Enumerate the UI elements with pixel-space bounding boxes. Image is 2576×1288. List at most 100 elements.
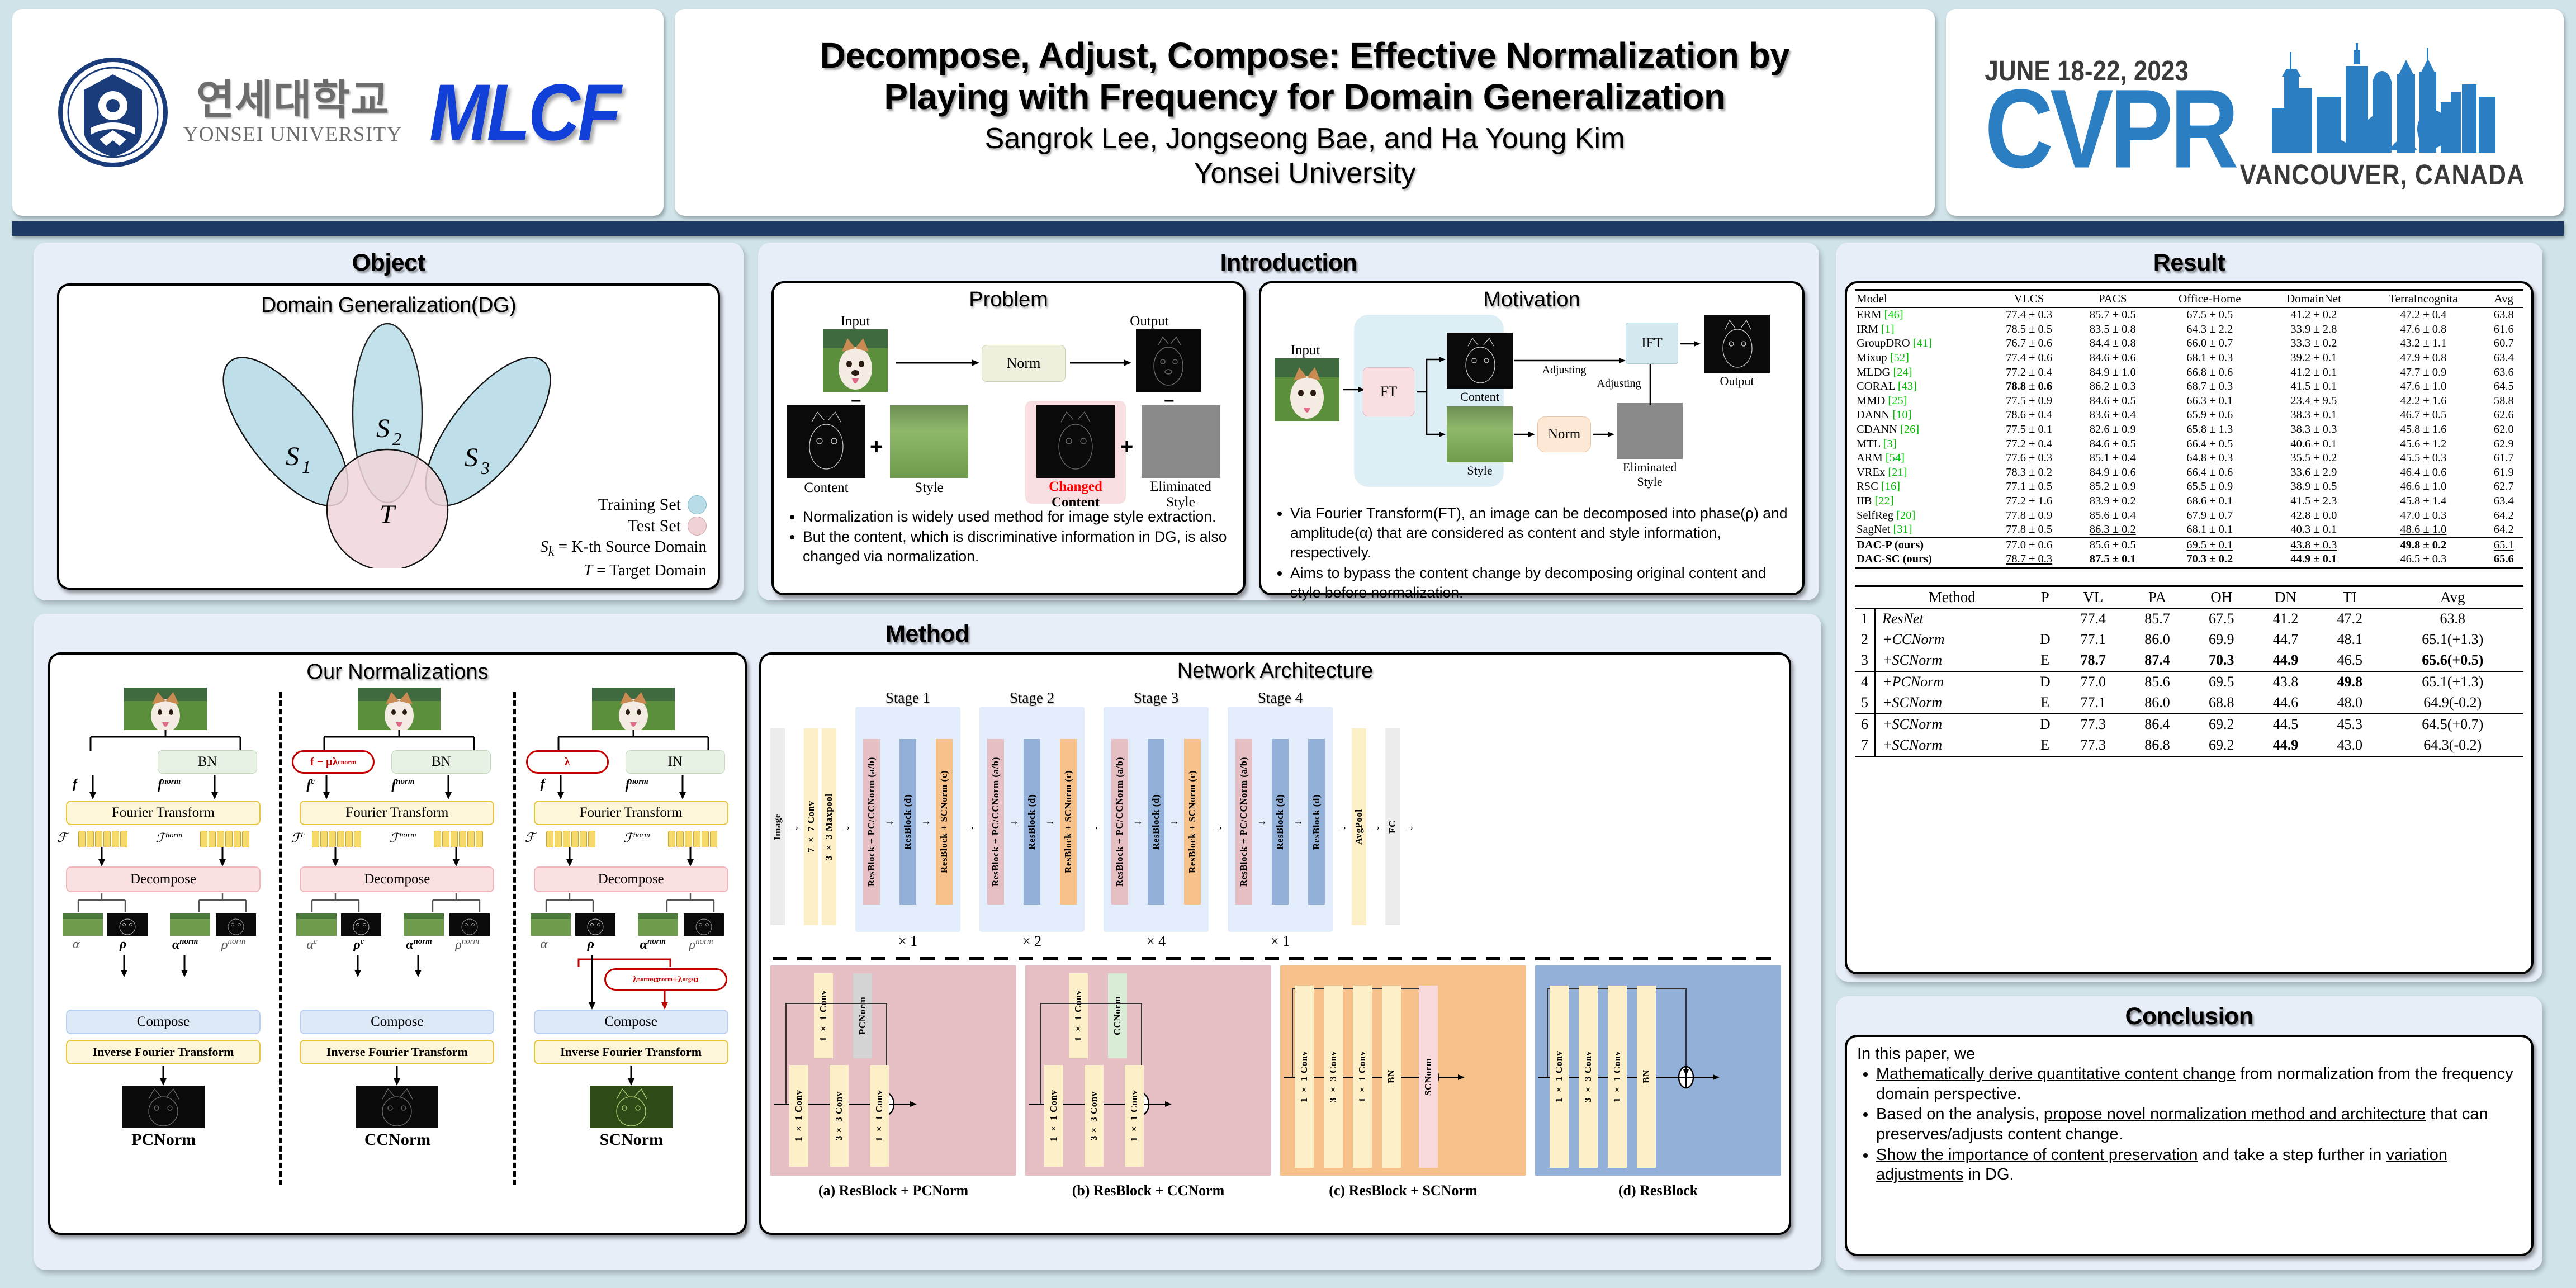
t1-cell-1-1: 83.5 ± 0.8	[2089, 323, 2136, 335]
normalization-name-0: PCNorm	[131, 1130, 196, 1149]
arrow-Fnorm-2	[686, 847, 694, 866]
t1-cell-14-2: 67.9 ± 0.7	[2186, 509, 2233, 522]
t1-cell-11-5: 61.9	[2493, 466, 2514, 479]
t1-model-12: RSC [16]	[1857, 480, 1901, 493]
t2-header-6: DN	[2274, 588, 2296, 605]
stage-3-block-2: ResBlock (d)	[1308, 738, 1325, 905]
branch-lines-2	[557, 730, 709, 751]
rho-norm-label-0: ρnorm	[221, 937, 245, 952]
t1-cell-7-5: 62.6	[2493, 409, 2514, 422]
t2-cell-2-4: 46.5	[2337, 652, 2362, 669]
t1-cell-17-3: 44.9 ± 0.1	[2290, 553, 2337, 566]
arch-stem-0: 7 × 7 Conv	[804, 728, 818, 925]
f-label-0: f	[73, 777, 77, 792]
resblock-0-bottom-1: 3× 3 Conv	[830, 1065, 849, 1167]
t1-cell-15-1: 86.3 ± 0.2	[2089, 523, 2136, 536]
resblock-variants: 1 × 1 Conv PCNorm 1 × 1 Conv 3× 3 Conv 1 × …	[770, 965, 1781, 1228]
stage-0-arrow-0: →	[884, 815, 895, 827]
scnorm-formula: λ norm s α norm +λ org s α	[604, 968, 727, 991]
alpha-norm-thumb-2	[637, 913, 678, 936]
arrow-F-1	[332, 847, 339, 866]
problem-plus-1: +	[870, 434, 883, 459]
t1-model-13: IIB [22]	[1857, 495, 1894, 508]
arch-arrow-stage-1: →	[1088, 819, 1100, 833]
t2-cell-5-4: 45.3	[2337, 716, 2362, 733]
t1-cell-6-5: 58.8	[2493, 394, 2514, 407]
t1-model-1: IRM [1]	[1857, 323, 1895, 335]
table-row: ARM [54] 77.6 ± 0.3 85.1 ± 0.4 64.8 ± 0.3 35…	[1855, 451, 2523, 466]
conclusion-bullets: Mathematically derive quantitative conte…	[1857, 1064, 2521, 1185]
freq-bars-2	[546, 831, 595, 847]
problem-content-image	[787, 405, 865, 478]
t2-index-0: 1	[1855, 608, 1876, 629]
t1-cell-11-4: 46.4 ± 0.6	[2400, 466, 2447, 479]
t1-cell-7-2: 65.9 ± 0.6	[2186, 409, 2233, 422]
resblock-3-bottom-0: 1 × 1 Conv	[1550, 986, 1569, 1168]
legend-test-set: Test Set	[540, 517, 707, 536]
freq-bars-1	[312, 831, 362, 847]
arrow-rho-compose-1	[354, 955, 362, 977]
resblock-caption-0: (a) ResBlock + PCNorm	[818, 1182, 969, 1199]
svg-text:S: S	[286, 442, 299, 471]
alpha-norm-label-1: αnorm	[406, 937, 432, 952]
table-row: 3 +SCNorm E 78.7 87.4 70.3 44.9 46.5 65.6(+0.5)	[1855, 650, 2523, 671]
t1-cell-12-1: 85.2 ± 0.9	[2089, 480, 2136, 493]
problem-title: Problem	[969, 288, 1048, 311]
t1-cell-9-3: 40.6 ± 0.1	[2290, 437, 2337, 450]
t-symbol: T	[583, 561, 593, 579]
arrow-rho-compose-0	[121, 955, 127, 977]
arch-arrow-0: →	[788, 819, 801, 833]
norm-output-thumb-1	[356, 1086, 439, 1128]
alpha-thumb-2	[530, 913, 571, 936]
t1-cell-11-3: 33.6 ± 2.9	[2290, 466, 2337, 479]
rho-thumb-1	[341, 913, 382, 936]
stage-3-block-1: ResBlock (d)	[1272, 738, 1289, 905]
norm-output-thumb-0	[122, 1086, 205, 1128]
t1-cell-15-2: 68.1 ± 0.1	[2186, 523, 2233, 536]
paper-title-line2: Playing with Frequency for Domain Genera…	[884, 77, 1726, 117]
t2-cell-3-5: 65.1(+1.3)	[2422, 674, 2484, 690]
stage-0-block-1: ResBlock (d)	[899, 738, 916, 905]
architecture-divider	[773, 957, 1779, 960]
t2-cell-0-4: 47.2	[2337, 610, 2362, 627]
t1-cell-5-5: 64.5	[2493, 380, 2514, 393]
arrow-fnorm-1	[445, 775, 452, 799]
t2-cell-0-0: 77.4	[2080, 610, 2106, 627]
t2-method-1: +CCNorm	[1882, 631, 1945, 648]
t2-index-5: 6	[1855, 713, 1876, 735]
alpha-norm-label-0: αnorm	[172, 937, 198, 952]
table-row: DAC-P (ours) 77.0 ± 0.6 85.6 ± 0.5 69.5 ± 0…	[1855, 537, 2523, 553]
t2-cell-2-1: 87.4	[2144, 652, 2170, 669]
table-row: DAC-SC (ours) 78.7 ± 0.3 87.5 ± 0.1 70.3 ± …	[1855, 552, 2523, 567]
motivation-arrow-out-icon	[1680, 341, 1701, 347]
t1-cell-15-3: 40.3 ± 0.1	[2290, 523, 2337, 536]
rho-norm-label-1: ρnorm	[455, 937, 480, 952]
t1-cell-10-5: 61.7	[2493, 452, 2514, 465]
t1-cell-5-4: 47.6 ± 1.0	[2400, 380, 2447, 393]
t1-cell-11-0: 78.3 ± 0.2	[2006, 466, 2053, 479]
paper-affiliation: Yonsei University	[1194, 157, 1416, 190]
section-title-result: Result	[2153, 249, 2225, 276]
t2-header-7: TI	[2342, 588, 2357, 605]
t1-cell-9-2: 66.4 ± 0.5	[2186, 437, 2233, 450]
university-logo-card: 연세대학교 YONSEI UNIVERSITY MLCF	[12, 9, 664, 216]
t1-cell-2-0: 76.7 ± 0.6	[2006, 337, 2053, 350]
normalization-divider	[513, 692, 516, 1185]
t1-cell-7-3: 38.3 ± 0.1	[2290, 409, 2337, 422]
Fnorm-label-0: ℱnorm	[155, 831, 183, 845]
inverse-fourier-block-2: Inverse Fourier Transform	[533, 1040, 728, 1064]
fnorm-label-1: fnorm	[391, 777, 415, 792]
university-name-korean: 연세대학교	[196, 76, 390, 123]
t1-cell-16-2: 69.5 ± 0.1	[2186, 538, 2233, 551]
t2-cell-5-3: 44.5	[2272, 716, 2299, 733]
dog-input-thumb-1	[358, 688, 441, 730]
t2-cell-3-4: 49.8	[2337, 674, 2362, 690]
t2-cell-0-3: 41.2	[2272, 610, 2299, 627]
legend-target-domain-def: T = Target Domain	[540, 561, 707, 580]
normalization-column-scnorm: λ IN f fnorm Fourier Transform ℱ ℱnorm D…	[518, 684, 745, 1204]
arch-arrow-1: →	[840, 819, 852, 833]
t1-cell-10-2: 64.8 ± 0.3	[2186, 452, 2233, 465]
arch-arrow-out: →	[1403, 819, 1415, 833]
scnorm-connector	[577, 958, 671, 967]
problem-input-label: Input	[840, 314, 870, 329]
